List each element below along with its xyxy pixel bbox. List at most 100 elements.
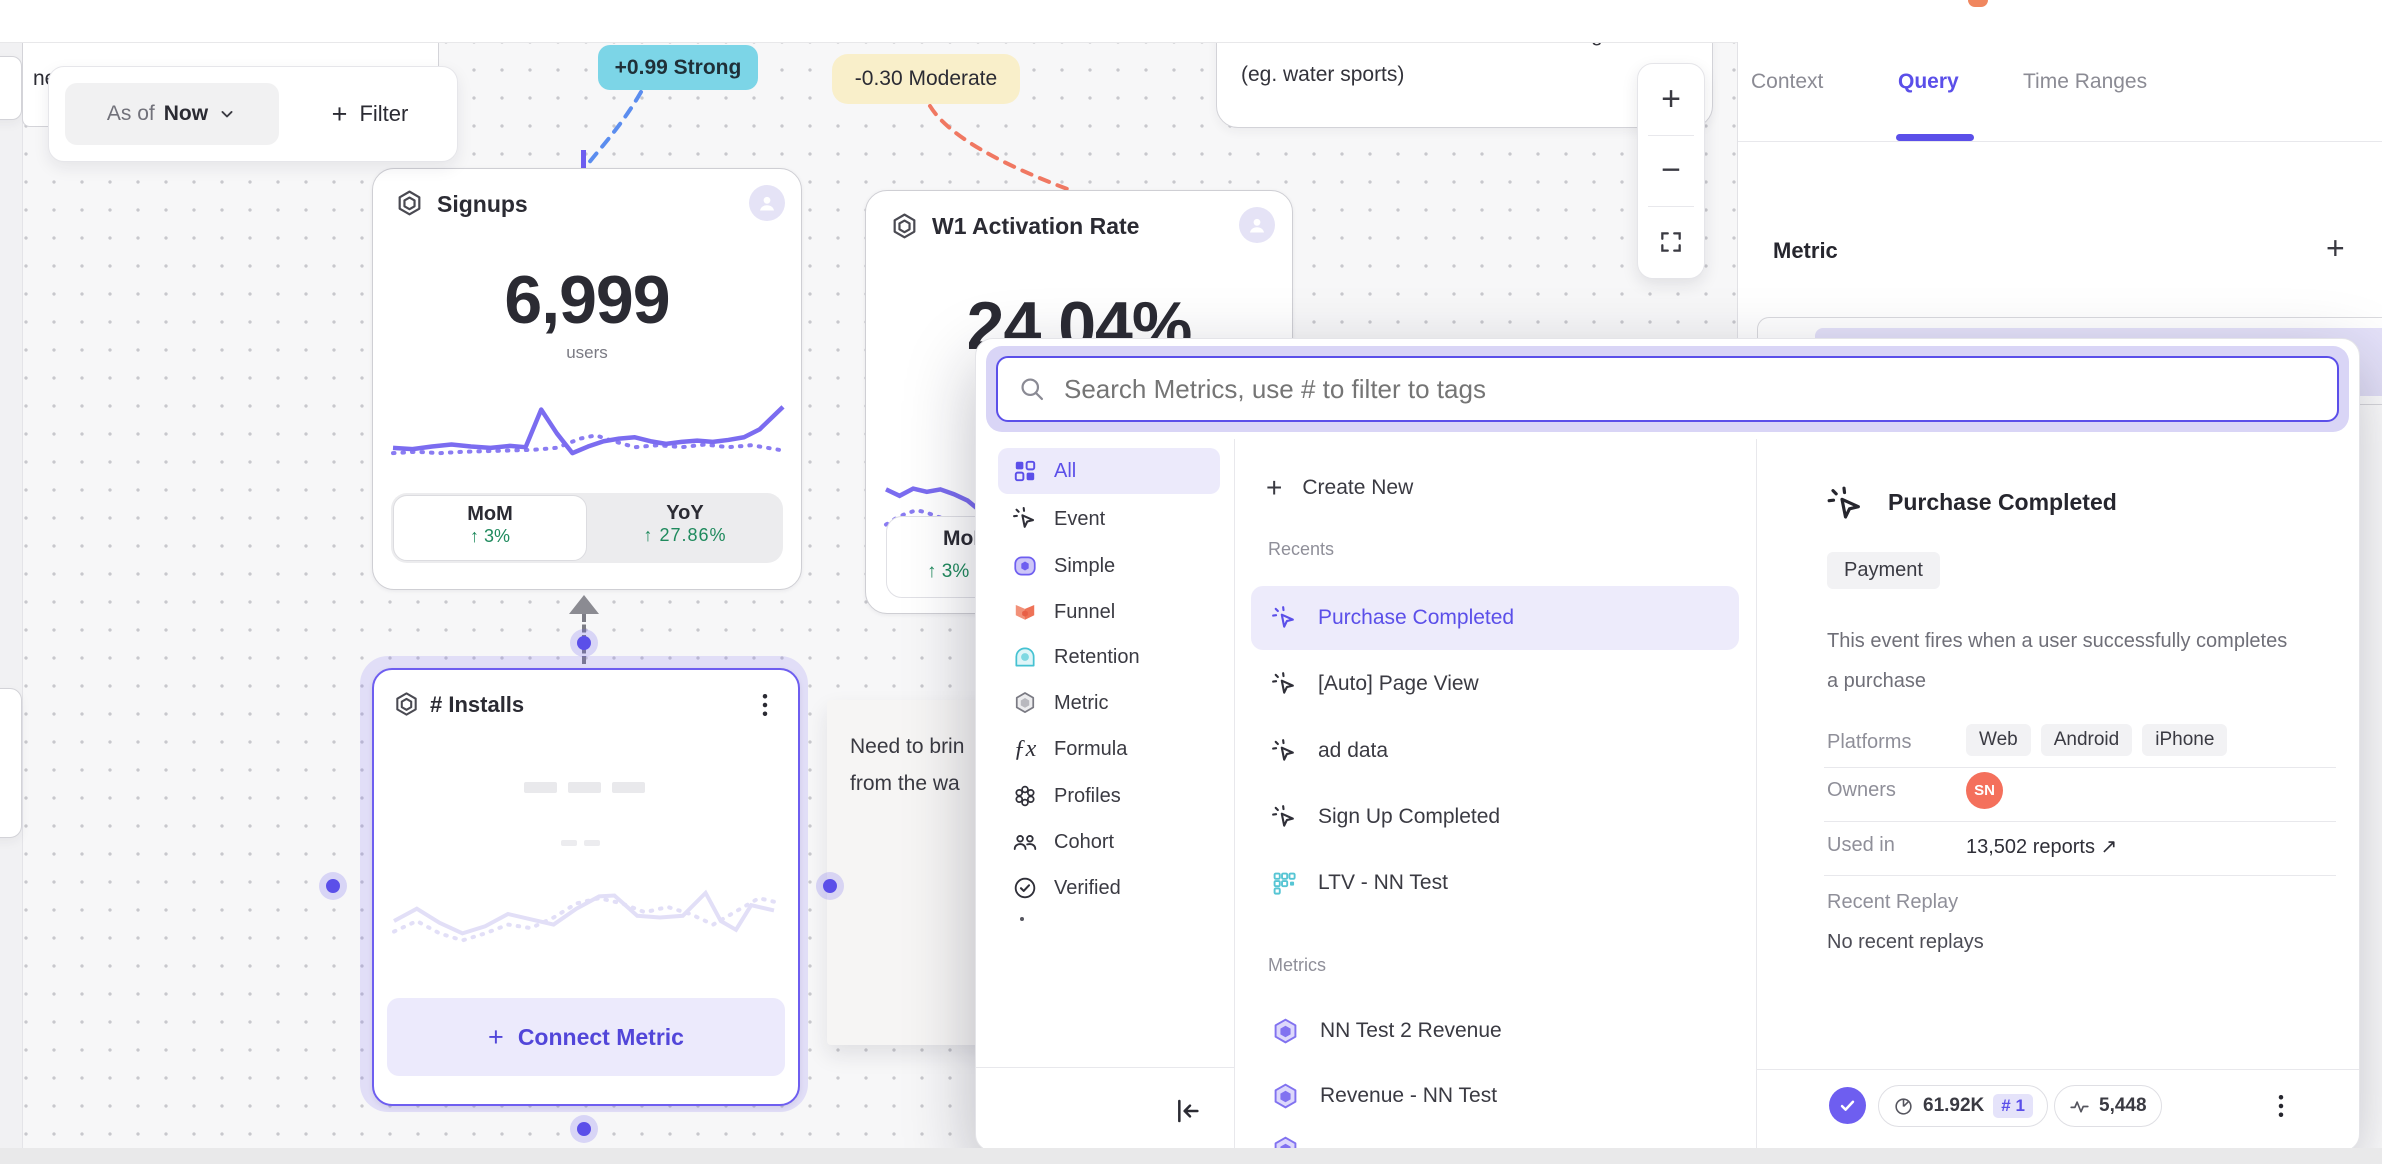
expand-icon: [1658, 229, 1684, 255]
platforms-chips: Web Android iPhone: [1966, 724, 2228, 756]
correlation-pill-strong[interactable]: +0.99 Strong: [598, 45, 758, 90]
filter-label: Filter: [359, 101, 409, 126]
detail-description: This event fires when a user successfull…: [1827, 630, 2288, 692]
recent-item-purchase-completed[interactable]: Purchase Completed: [1251, 586, 1739, 650]
add-metric-button[interactable]: +: [2326, 230, 2345, 266]
plus-icon: +: [488, 1021, 504, 1052]
fit-view-button[interactable]: [1638, 206, 1704, 278]
metric-item-nn-test-2-revenue[interactable]: NN Test 2 Revenue: [1251, 999, 1739, 1063]
metric-icon: [1012, 690, 1038, 716]
events-count: 61.92K: [1923, 1095, 1985, 1116]
recent-item-ad-data[interactable]: ad data: [1251, 719, 1739, 783]
category-metric[interactable]: Metric: [998, 680, 1220, 726]
as-of-value: Now: [163, 102, 209, 125]
connect-metric-label: Connect Metric: [517, 1023, 684, 1050]
card-title: # Installs: [430, 692, 525, 717]
metric-picker-popover: All Event Simple Funnel Retention Metric…: [975, 338, 2360, 1152]
pulse-icon: [2069, 1096, 2090, 1117]
person-icon: [1245, 213, 1269, 237]
zoom-in-button[interactable]: +: [1661, 80, 1681, 118]
category-simple[interactable]: Simple: [998, 543, 1220, 589]
activity-count: 5,448: [2099, 1095, 2147, 1116]
verified-badge-icon: [1829, 1087, 1866, 1124]
zoom-out-button[interactable]: −: [1661, 151, 1681, 189]
tab-time-ranges[interactable]: Time Ranges: [2023, 70, 2148, 93]
used-in-reports-link[interactable]: 13,502 reports ↗: [1966, 836, 2118, 858]
owners-label: Owners: [1827, 779, 1896, 801]
recent-item-auto-page-view[interactable]: [Auto] Page View: [1251, 652, 1739, 716]
category-profiles[interactable]: Profiles: [998, 773, 1220, 819]
metric-hexagon-icon: [394, 188, 425, 219]
cropped-canvas-object: [0, 56, 22, 120]
notification-dot: [1968, 0, 1988, 7]
skeleton-unit: [561, 840, 600, 846]
platforms-label: Platforms: [1827, 731, 1912, 753]
sticky-note-text: Need to brin from the wa: [850, 735, 965, 795]
toggle-mom-delta: ↑ 3%: [469, 526, 511, 546]
metric-card-signups[interactable]: Signups 6,999 users MoM ↑ 3% YoY ↑ 27.86…: [372, 168, 802, 590]
metric-card-installs[interactable]: # Installs + Connect Metric: [372, 668, 800, 1106]
search-field[interactable]: [996, 356, 2339, 422]
connector-dot: [577, 636, 591, 650]
check-icon: [1836, 1094, 1859, 1117]
metric-item-revenue-nn-test[interactable]: Revenue - NN Test: [1251, 1064, 1739, 1128]
divider: [1234, 439, 1235, 1151]
category-formula[interactable]: ƒx Formula: [1013, 735, 1128, 762]
verified-icon: [1012, 875, 1038, 901]
connector-dot: [577, 1122, 591, 1136]
plus-icon: +: [1266, 472, 1283, 503]
avatar: [749, 185, 785, 221]
collapse-panel-icon[interactable]: [1172, 1095, 1204, 1127]
used-in-label: Used in: [1827, 834, 1895, 856]
tab-context[interactable]: Context: [1751, 70, 1824, 93]
card-unit: users: [566, 343, 608, 362]
recent-replay-label: Recent Replay: [1827, 891, 1959, 913]
detail-menu-kebab[interactable]: [2266, 1091, 2296, 1121]
tab-query[interactable]: Query: [1898, 70, 1959, 93]
recent-item-ltv-nn-test[interactable]: LTV - NN Test: [1251, 851, 1739, 915]
grid-icon: [1012, 458, 1038, 484]
divider: [1738, 141, 2382, 142]
event-volume-pill[interactable]: 61.92K # 1: [1878, 1085, 2048, 1127]
connect-metric-button[interactable]: + Connect Metric: [387, 998, 785, 1076]
card-title: W1 Activation Rate: [932, 213, 1140, 239]
connector-dot: [326, 879, 340, 893]
simple-icon: [1012, 553, 1038, 579]
category-verified[interactable]: Verified: [998, 865, 1220, 911]
category-funnel[interactable]: Funnel: [998, 589, 1220, 635]
divider: [1824, 767, 2336, 768]
activity-pill[interactable]: 5,448: [2054, 1085, 2162, 1127]
add-filter-button[interactable]: + Filter: [299, 83, 441, 145]
correlation-pill-moderate[interactable]: -0.30 Moderate: [832, 54, 1020, 104]
event-icon: [1271, 605, 1298, 632]
category-event[interactable]: Event: [998, 496, 1220, 542]
connector-dot: [823, 879, 837, 893]
detail-tag-payment: Payment: [1827, 552, 1940, 589]
as-of-dropdown[interactable]: As of Now: [65, 83, 279, 145]
search-icon: [1018, 375, 1046, 403]
as-of-label: As of: [106, 102, 155, 125]
category-all[interactable]: All: [998, 448, 1220, 494]
window-bottom-edge: [0, 1148, 2382, 1164]
search-input[interactable]: [1062, 372, 2317, 406]
retention-icon: [1012, 644, 1038, 670]
metric-hexagon-icon: [1271, 1017, 1300, 1046]
card-menu-kebab[interactable]: [750, 690, 780, 720]
create-new-button[interactable]: + Create New: [1266, 472, 1414, 503]
metric-hexagon-icon: [1271, 1082, 1300, 1111]
divider: [1824, 875, 2336, 876]
category-cohort[interactable]: Cohort: [998, 819, 1220, 865]
toggle-yoy[interactable]: YoY ↑ 27.86%: [587, 493, 783, 563]
event-icon: [1012, 506, 1038, 532]
canvas-toolbar: As of Now + Filter: [48, 66, 458, 162]
plus-icon: +: [331, 98, 348, 129]
category-retention[interactable]: Retention: [998, 634, 1220, 680]
sparkline-placeholder: [394, 870, 774, 958]
recent-item-sign-up-completed[interactable]: Sign Up Completed: [1251, 785, 1739, 849]
divider: [976, 1067, 1234, 1068]
toggle-yoy-delta: ↑ 27.86%: [643, 525, 727, 545]
metric-section-header: Metric: [1773, 238, 1838, 263]
comparison-toggle: MoM ↑ 3% YoY ↑ 27.86%: [391, 493, 783, 563]
canvas-left-gutter: [0, 42, 23, 1148]
toggle-mom[interactable]: MoM ↑ 3%: [393, 495, 587, 561]
